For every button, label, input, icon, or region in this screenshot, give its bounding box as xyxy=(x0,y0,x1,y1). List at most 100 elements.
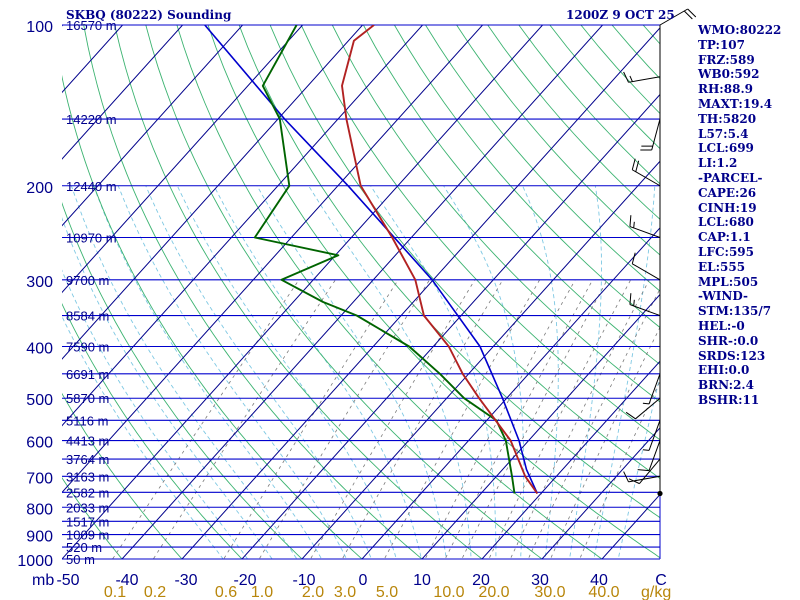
isotherm-line xyxy=(181,27,660,559)
height-label: 520 m xyxy=(66,540,102,555)
mixing-ratio-line xyxy=(112,279,300,559)
temperature-tick-label: 10 xyxy=(413,572,431,589)
height-label: 4413 m xyxy=(66,434,109,449)
height-label: 12440 m xyxy=(66,179,117,194)
dry-adiabat-line xyxy=(238,25,660,519)
temperature-unit-label: C xyxy=(655,572,667,589)
dry-adiabats xyxy=(62,25,660,559)
height-label: 16570 m xyxy=(66,18,117,33)
dry-adiabat-line xyxy=(145,25,543,559)
stability-index-item: RH:88.9 xyxy=(698,82,753,97)
wind-barb xyxy=(625,397,661,420)
height-label: 1009 m xyxy=(66,528,109,543)
isotherm-line xyxy=(541,427,660,559)
sounding-profiles xyxy=(204,25,539,495)
dry-adiabat-line xyxy=(425,25,660,292)
mixing-ratio-tick-label: 10.0 xyxy=(433,584,464,600)
stability-indices-list: WMO:80222 TP:107 FRZ:589 WB0:592 RH:88.9 MAXT… xyxy=(698,23,781,408)
isobars xyxy=(62,24,661,560)
dry-adiabat-line xyxy=(456,25,660,256)
isotherm-line xyxy=(62,25,184,160)
isotherm-line xyxy=(361,227,660,559)
stability-index-item: SRDS:123 xyxy=(698,348,766,363)
mixing-ratio-tick-label: 0.2 xyxy=(144,584,166,600)
isotherm-line xyxy=(62,25,484,494)
wind-barb-flag xyxy=(631,158,636,170)
pressure-tick-label: 500 xyxy=(26,392,53,409)
isotherm-line xyxy=(62,25,244,227)
wind-barb-staff xyxy=(635,397,661,420)
isotherms xyxy=(62,25,660,559)
mixing-ratio-line xyxy=(444,279,594,559)
mixing-ratio-line xyxy=(258,279,430,559)
pressure-tick-label: 800 xyxy=(26,501,53,518)
moist-adiabat-line xyxy=(62,269,249,559)
pressure-tick-label: 900 xyxy=(26,529,53,546)
height-label: 2033 m xyxy=(66,500,109,515)
stability-index-item: WB0:592 xyxy=(698,67,760,82)
pressure-tick-label: 400 xyxy=(26,341,53,358)
wind-barb-half-flag xyxy=(642,449,650,451)
isotherm-line xyxy=(241,93,660,559)
observation-time: 1200Z 9 OCT 25 xyxy=(566,8,675,22)
wind-barb-flag xyxy=(629,293,632,305)
mixing-ratio-tick-label: 40.0 xyxy=(588,584,619,600)
stability-index-item: WMO:80222 xyxy=(698,23,782,37)
height-label: 10970 m xyxy=(66,230,117,245)
wind-barb-staff xyxy=(632,263,661,281)
dry-adiabat-line xyxy=(331,25,660,403)
stability-index-item: HEL:-0 xyxy=(698,318,745,333)
mixing-ratio-line xyxy=(488,279,632,559)
height-label: 5870 m xyxy=(66,391,109,406)
dewpoint-trace xyxy=(253,25,516,494)
wind-barb-staff xyxy=(648,440,661,471)
mixing-ratio-tick-label: 0.1 xyxy=(104,584,126,600)
wind-barb xyxy=(659,8,697,26)
temperature-tick-label: 40 xyxy=(590,572,608,589)
pressure-tick-label: 100 xyxy=(26,19,53,36)
stability-index-item: STM:135/7 xyxy=(698,304,772,319)
temperature-tick-label: -30 xyxy=(174,572,197,589)
isotherm-line xyxy=(121,25,604,559)
mixing-ratio-line xyxy=(509,279,650,559)
stability-index-item: -PARCEL- xyxy=(698,170,763,185)
temperature-tick-label: 0 xyxy=(359,572,368,589)
wind-barb-staff xyxy=(648,373,661,405)
isotherm-line xyxy=(481,360,660,559)
dry-adiabat-line xyxy=(83,25,423,559)
height-label: 3764 m xyxy=(66,452,109,467)
stability-index-item: TH:5820 xyxy=(698,111,757,126)
wind-barb-flag xyxy=(687,8,697,18)
stability-index-item: EL:555 xyxy=(698,259,746,274)
wind-barb xyxy=(642,420,661,451)
wind-barb-staff xyxy=(629,226,661,238)
temperature-tick-label: -10 xyxy=(292,572,315,589)
dry-adiabat-line xyxy=(62,392,183,559)
dry-adiabat-line xyxy=(207,25,660,559)
chart-title: SKBQ (80222) Sounding xyxy=(66,8,232,22)
dry-adiabat-line xyxy=(363,25,660,366)
wind-barb-flag xyxy=(631,252,636,264)
stability-index-item: BRN:2.4 xyxy=(698,378,754,393)
dry-adiabat-line xyxy=(300,25,660,441)
mixing-ratio-tick-label: 2.0 xyxy=(302,584,324,600)
wind-barb-staff xyxy=(651,118,661,151)
moist-adiabats xyxy=(62,185,660,559)
stability-index-item: LCL:699 xyxy=(698,141,754,156)
mixing-ratio-line xyxy=(527,288,660,559)
wind-barb xyxy=(657,490,663,497)
moist-adiabat-line xyxy=(62,315,224,559)
stability-index-item: -WIND- xyxy=(698,289,748,304)
pressure-tick-label: 300 xyxy=(26,274,53,291)
moist-adiabat-line xyxy=(70,185,298,559)
temperature-tick-label: -40 xyxy=(115,572,138,589)
height-label: 8584 m xyxy=(66,309,109,324)
mixing-ratio-tick-label: 5.0 xyxy=(376,584,398,600)
wind-barb-flag xyxy=(628,478,640,485)
moist-adiabat-line xyxy=(370,185,497,559)
moist-adiabat-line xyxy=(62,217,273,559)
mixing-ratio-line xyxy=(461,279,608,559)
pressure-tick-label: 1000 xyxy=(17,553,53,570)
moist-adiabat-line xyxy=(145,185,372,559)
